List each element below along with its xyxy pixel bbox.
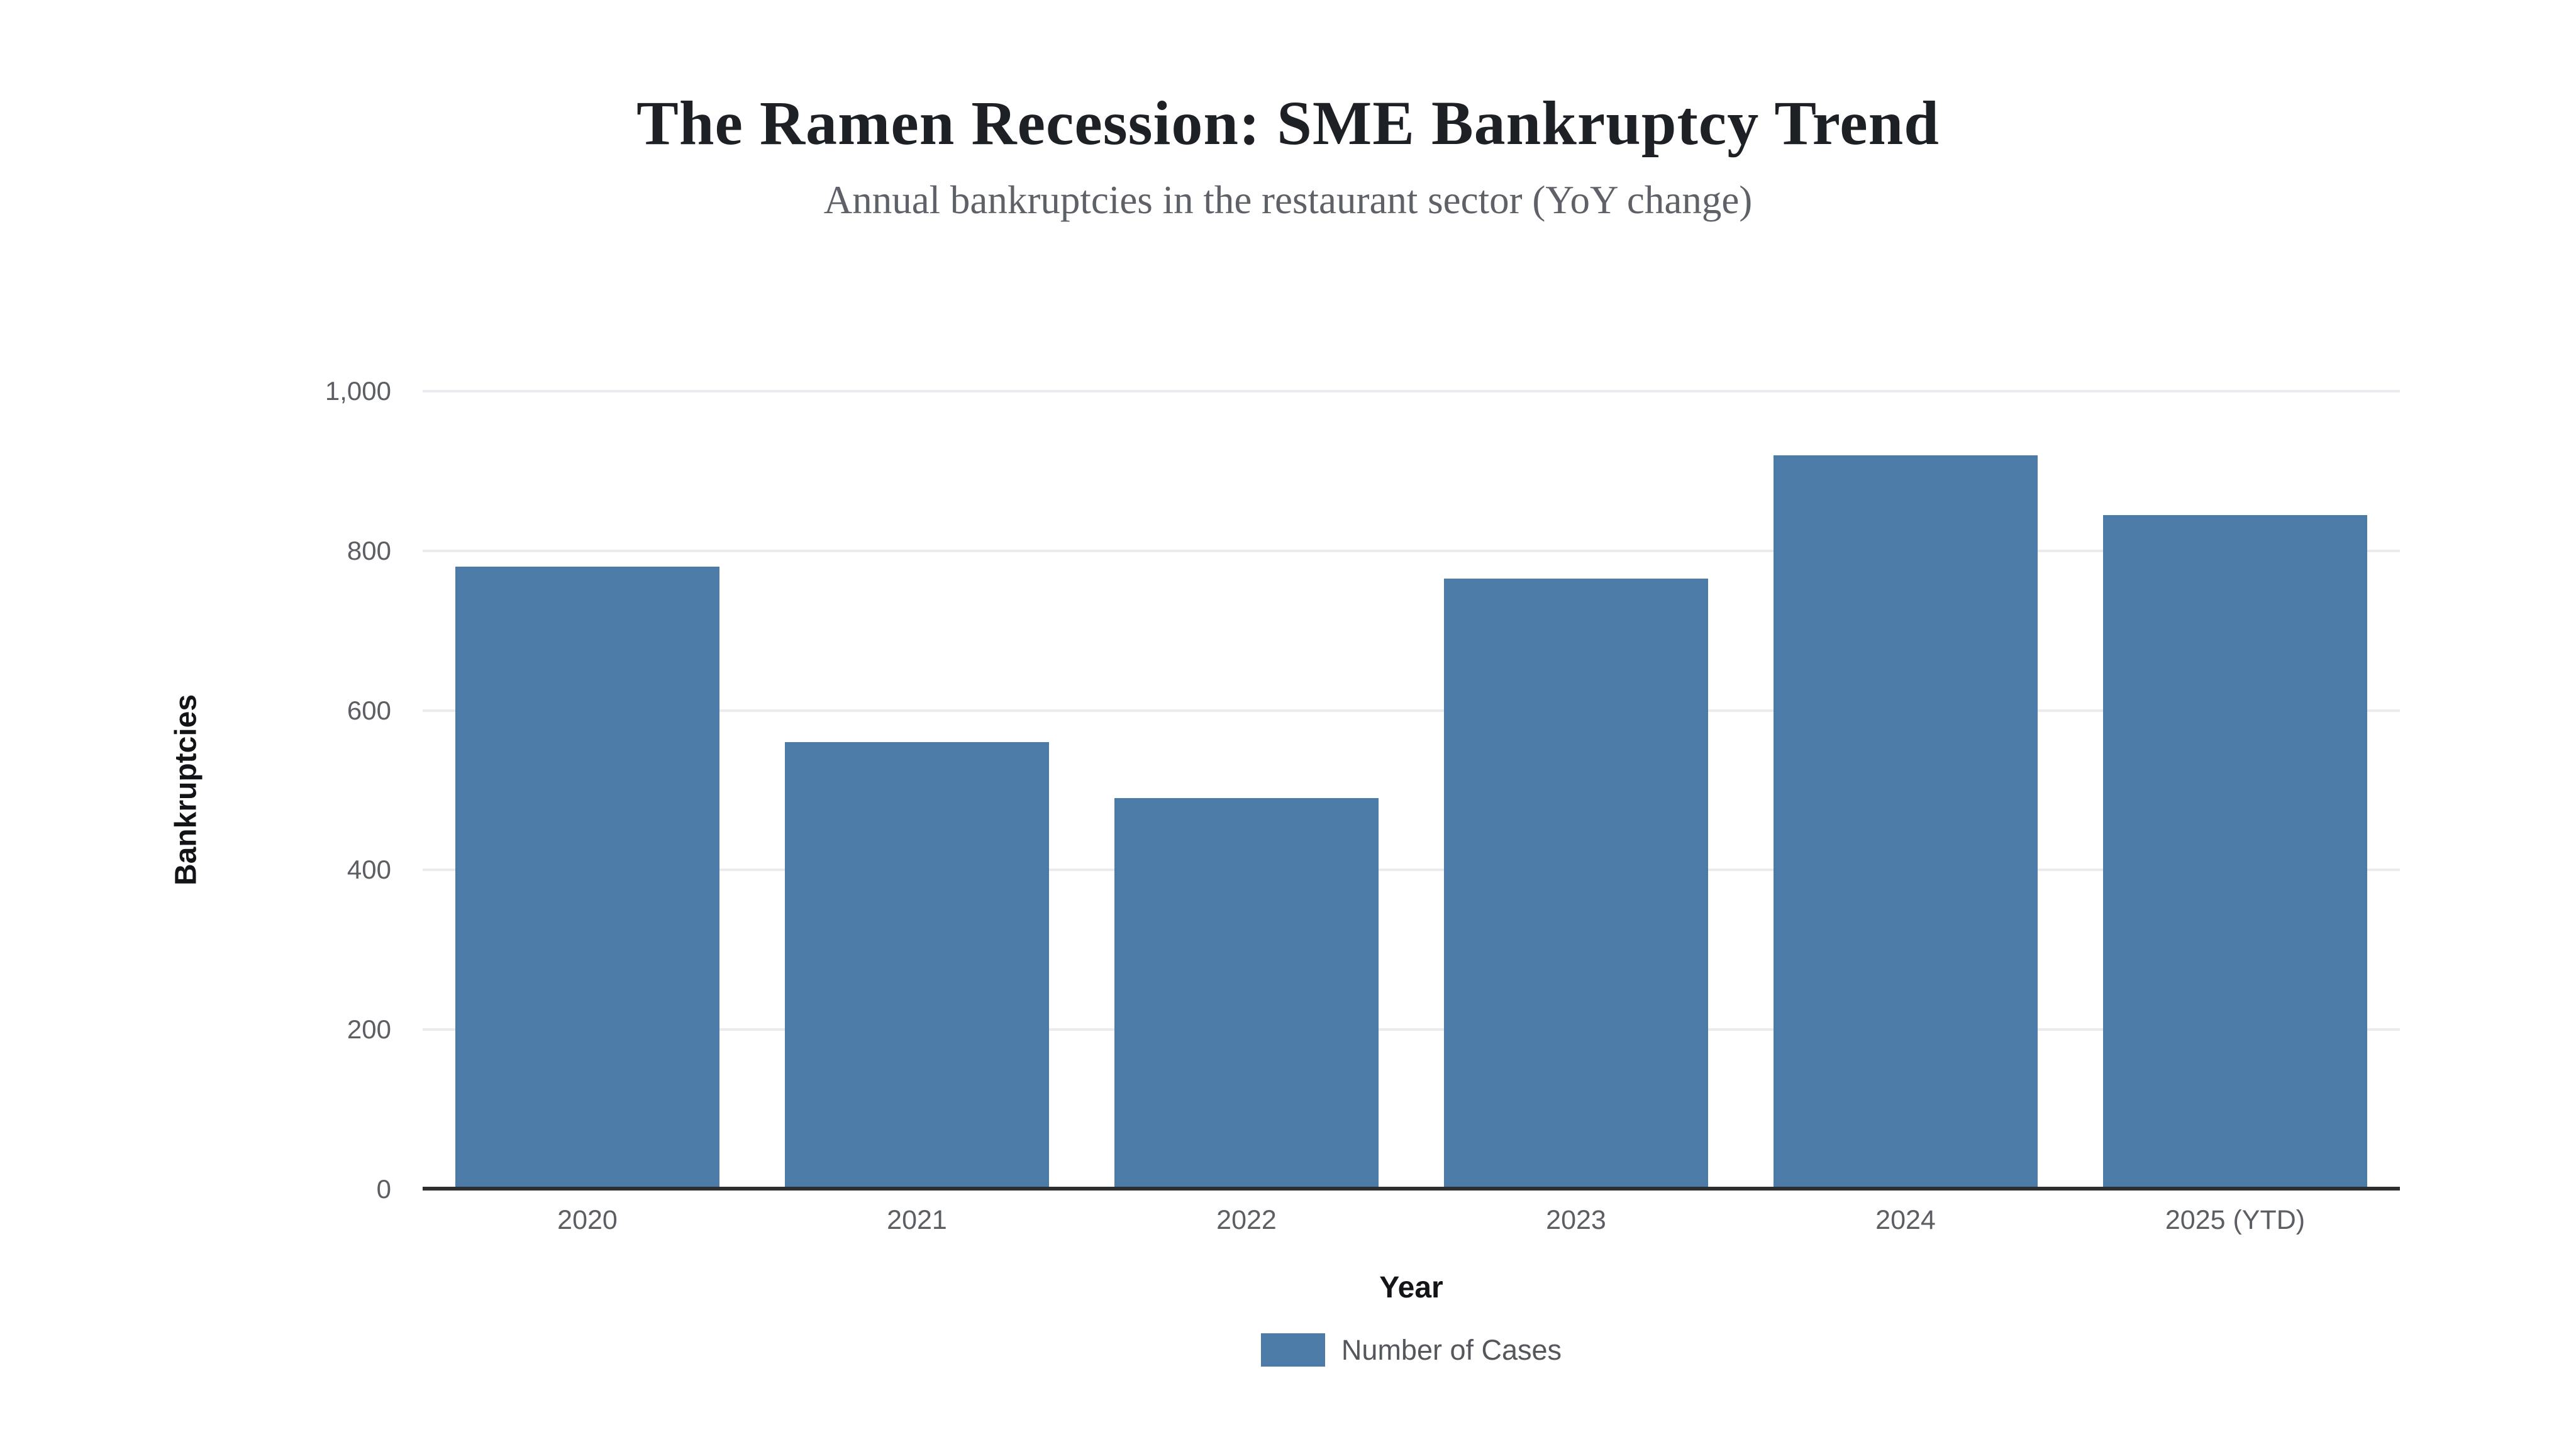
x-tick-label-2023: 2023 (1546, 1205, 1606, 1235)
gridline-800 (423, 549, 2400, 552)
gridline-600 (423, 709, 2400, 712)
y-tick-label-800: 800 (347, 535, 391, 565)
x-axis-line (423, 1187, 2400, 1191)
chart-subtitle: Annual bankruptcies in the restaurant se… (823, 178, 1753, 222)
bar-2025-(ytd) (2102, 514, 2367, 1189)
y-tick-label-400: 400 (347, 855, 391, 885)
legend-label: Number of Cases (1341, 1333, 1562, 1366)
bar-2021 (785, 742, 1049, 1189)
bar-2022 (1114, 798, 1379, 1189)
y-tick-label-0: 0 (376, 1174, 391, 1204)
gridline-400 (423, 869, 2400, 872)
x-axis-title: Year (1379, 1271, 1443, 1304)
y-tick-label-1000: 1,000 (325, 376, 391, 406)
y-tick-label-600: 600 (347, 695, 391, 725)
legend: Number of Cases (423, 1333, 2400, 1367)
legend-swatch (1260, 1333, 1325, 1367)
chart-title: The Ramen Recession: SME Bankruptcy Tren… (636, 88, 1940, 158)
gridline-1000 (423, 390, 2400, 392)
x-tick-label-2024: 2024 (1875, 1205, 1936, 1235)
y-tick-label-200: 200 (347, 1014, 391, 1045)
x-tick-label-2020: 2020 (557, 1205, 618, 1235)
bar-2024 (1774, 455, 2038, 1189)
plot-area (423, 390, 2400, 1191)
x-tick-label-2022: 2022 (1216, 1205, 1277, 1235)
bar-2020 (455, 567, 719, 1189)
x-tick-label-2021: 2021 (887, 1205, 947, 1235)
gridline-200 (423, 1028, 2400, 1031)
bar-2023 (1443, 579, 1708, 1189)
x-axis-tick-labels: 2020 2021 2022 2023 2024 2025 (YTD) (423, 1205, 2400, 1243)
y-axis-tick-labels: 0 200 400 600 800 1,000 (0, 376, 391, 1204)
x-tick-label-2025-(ytd): 2025 (YTD) (2165, 1205, 2306, 1235)
